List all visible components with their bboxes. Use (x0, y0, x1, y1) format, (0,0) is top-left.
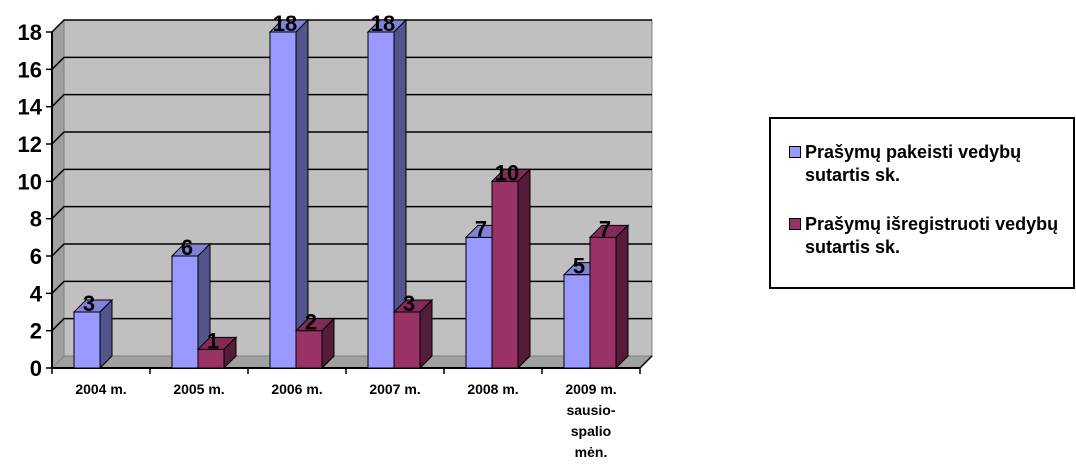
legend: Prašymų pakeisti vedybų sutartis sk. Pra… (769, 117, 1075, 289)
x-category-label-line: sausio- (566, 402, 615, 418)
gridline (51, 19, 652, 33)
bar-side (615, 224, 629, 370)
y-tick-label: 4 (30, 281, 43, 306)
gridlines (51, 19, 652, 332)
gridline (51, 280, 652, 294)
bars (72, 18, 630, 370)
x-axis-labels: 2004 m. 2005 m. 2006 m. 2007 m. 2008 m. 2009 … (75, 381, 616, 460)
bar-side (419, 298, 433, 370)
legend-swatch-series-1 (789, 146, 801, 158)
bar-front (491, 180, 519, 369)
data-label: 7 (599, 216, 611, 241)
x-category-label: 2009 m. sausio-spalio mėn. (565, 381, 616, 460)
bar-front (393, 311, 421, 369)
bar (294, 317, 336, 370)
data-label: 1 (207, 328, 219, 353)
y-axis-ticks: 0 2 4 6 8 10 12 14 16 18 (18, 20, 52, 381)
axes (51, 32, 653, 374)
x-category-label-line: 2004 m. (75, 381, 126, 397)
gridline (51, 243, 652, 257)
data-label: 6 (181, 235, 193, 260)
plot-background (50, 18, 654, 370)
gridline (51, 56, 652, 70)
x-category-label-line: mėn. (575, 444, 608, 460)
x-category-label: 2004 m. (75, 381, 126, 397)
bar (196, 336, 238, 370)
x-category-label-line: 2005 m. (173, 381, 224, 397)
data-label: 10 (495, 160, 519, 185)
bar (392, 298, 434, 370)
y-tick-label: 12 (18, 132, 42, 157)
gridline (51, 205, 652, 220)
gridline (51, 168, 652, 182)
bar-front (465, 236, 493, 369)
legend-label-series-2: Prašymų išregistruoti vedybų sutartis sk… (805, 214, 1059, 257)
y-tick-label: 2 (30, 319, 42, 344)
y-tick-label: 8 (30, 207, 42, 232)
bar-side (321, 317, 335, 370)
plot-side-wall (51, 18, 65, 370)
bar-front (367, 31, 395, 369)
gridline (51, 317, 652, 332)
gridline (51, 131, 652, 145)
legend-item-series-1: Prašymų pakeisti vedybų sutartis sk. (789, 141, 1075, 187)
x-category-label-line: 2008 m. (467, 381, 518, 397)
bar-front (73, 311, 101, 369)
y-tick-label: 0 (30, 356, 42, 381)
bar-front (295, 330, 323, 369)
y-tick-label: 16 (18, 57, 42, 82)
y-tick-label: 10 (18, 169, 42, 194)
data-label: 2 (305, 310, 317, 335)
data-label: 3 (403, 291, 415, 316)
bar-front (563, 274, 591, 369)
y-tick-label: 18 (18, 20, 42, 45)
x-category-label: 2007 m. (369, 381, 420, 397)
x-category-label-line: 2009 m. (565, 381, 616, 397)
bar (366, 18, 408, 370)
bar (268, 18, 310, 370)
data-label: 5 (573, 254, 585, 279)
data-label: 3 (83, 291, 95, 316)
gridline (51, 93, 652, 108)
x-category-label: 2005 m. (173, 381, 224, 397)
x-axis-depth-line (639, 355, 653, 369)
plot-floor (50, 355, 654, 369)
bar-front (171, 255, 199, 369)
bar-side (223, 336, 237, 370)
x-category-label-line: 2006 m. (271, 381, 322, 397)
data-label: 7 (475, 216, 487, 241)
legend-label-series-1: Prašymų pakeisti vedybų sutartis sk. (805, 142, 1022, 185)
bar (72, 298, 114, 370)
bar (588, 224, 630, 370)
bar-side (517, 168, 531, 370)
bar-front (269, 31, 297, 369)
bar-front (589, 236, 617, 369)
legend-item-series-2: Prašymų išregistruoti vedybų sutartis sk… (789, 213, 1075, 259)
y-tick-label: 6 (30, 244, 42, 269)
x-category-label: 2008 m. (467, 381, 518, 397)
x-category-label-line: spalio (571, 423, 611, 439)
x-category-label-line: 2007 m. (369, 381, 420, 397)
legend-swatch-series-2 (789, 218, 801, 230)
x-category-label: 2006 m. (271, 381, 322, 397)
bar-side (99, 298, 113, 370)
data-label: 18 (371, 11, 395, 36)
bar (490, 168, 532, 370)
data-label: 18 (273, 11, 297, 36)
y-tick-label: 14 (18, 95, 43, 120)
